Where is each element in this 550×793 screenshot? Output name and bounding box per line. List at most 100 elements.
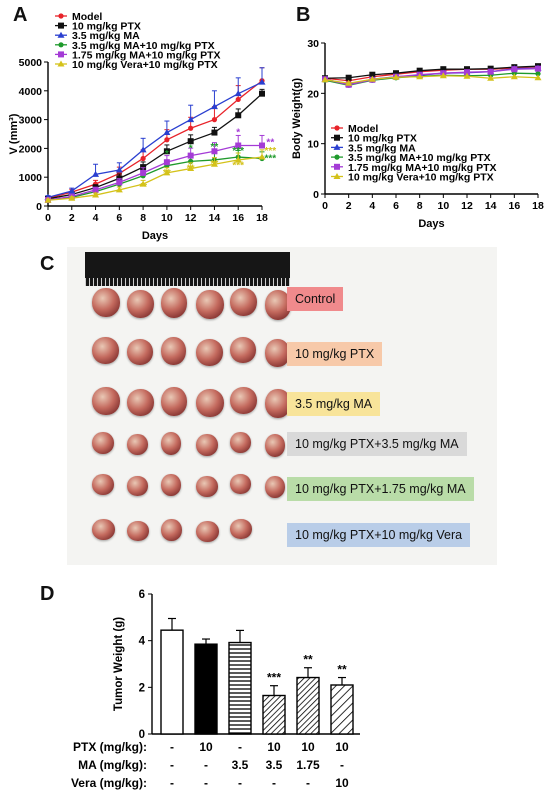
legend-marker	[57, 31, 65, 38]
x-tick-label: 0	[45, 212, 51, 224]
treatment-row-label: PTX (mg/kg):	[73, 740, 147, 754]
data-point	[535, 65, 541, 72]
treatment-cell: 1.75	[296, 758, 320, 772]
x-axis-label: Days	[142, 230, 168, 242]
y-tick-label: 4	[139, 636, 146, 648]
treatment-cell: -	[238, 776, 242, 790]
group-label: 10 mg/kg PTX+1.75 mg/kg MA	[287, 477, 474, 501]
data-point	[345, 79, 353, 86]
data-point	[393, 70, 399, 77]
tumor-specimen	[264, 434, 285, 457]
data-point	[235, 142, 242, 149]
y-tick-label: 4000	[19, 86, 43, 98]
tumor-specimen	[230, 432, 251, 453]
data-point	[487, 74, 495, 81]
significance-mark: **	[211, 159, 219, 170]
group-label: 3.5 mg/kg MA	[287, 392, 381, 416]
data-point	[115, 166, 123, 173]
tumor-specimen	[92, 288, 120, 317]
data-point	[535, 71, 541, 77]
legend-label: Model	[348, 123, 378, 135]
legend-label: 3.5 mg/kg MA	[72, 30, 140, 42]
y-tick-label: 1000	[19, 172, 43, 184]
series-line	[47, 144, 262, 201]
significance-mark: **	[211, 142, 219, 153]
significance-mark: **	[303, 653, 313, 667]
significance-mark: ***	[232, 146, 244, 157]
treatment-cell: -	[204, 776, 208, 790]
significance-mark: ***	[232, 161, 244, 172]
legend-marker	[58, 51, 64, 58]
y-tick-label: 20	[307, 88, 319, 100]
tumor-specimen	[92, 387, 120, 415]
significance-mark: *	[236, 127, 240, 138]
treatment-row-label: Vera (mg/kg):	[71, 776, 147, 790]
data-point	[234, 156, 242, 163]
legend-marker	[58, 22, 64, 29]
legend-label: 1.75 mg/kg MA+10 mg/kg PTX	[348, 162, 497, 174]
treatment-cell: 10	[335, 776, 349, 790]
x-tick-label: 8	[417, 200, 423, 212]
legend-label: 3.5 mg/kg MA+10 mg/kg PTX	[348, 152, 491, 164]
tumor-specimen	[126, 434, 148, 455]
series-line	[47, 80, 263, 199]
legend-marker	[334, 163, 340, 170]
treatment-row-label: MA (mg/kg):	[78, 758, 147, 772]
tumor-specimen	[92, 474, 114, 495]
tumor-specimen	[264, 389, 291, 418]
data-point	[487, 68, 494, 75]
series-line	[47, 156, 263, 201]
x-tick-label: 10	[437, 200, 449, 212]
significance-mark: **	[163, 168, 171, 179]
treatment-cell: 10	[301, 740, 315, 754]
data-point	[187, 165, 195, 172]
treatment-cell: -	[170, 776, 174, 790]
tumor-specimen	[195, 389, 224, 417]
y-tick-label: 0	[139, 729, 145, 741]
series-line	[324, 65, 539, 79]
legend-label: 3.5 mg/kg MA	[348, 142, 416, 154]
x-tick-label: 16	[232, 212, 244, 224]
x-tick-label: 8	[140, 212, 146, 224]
legend-label: 10 mg/kg Vera+10 mg/kg PTX	[72, 59, 218, 71]
tumor-specimen	[195, 290, 224, 319]
tumor-specimen	[230, 387, 257, 414]
data-point	[210, 103, 218, 110]
treatment-cell: 3.5	[266, 758, 283, 772]
tumor-specimen	[161, 474, 181, 496]
bar	[330, 684, 354, 735]
y-axis-label: Body Weight(g)	[291, 78, 303, 159]
series-line	[47, 81, 263, 198]
data-point	[140, 169, 147, 176]
data-point	[345, 74, 352, 81]
data-point	[259, 90, 265, 97]
series-line	[324, 75, 539, 84]
data-point	[510, 73, 518, 80]
x-tick-label: 18	[256, 212, 268, 224]
tumor-specimen	[230, 288, 257, 316]
panel-b-letter: B	[296, 4, 311, 26]
tumor-volume-chart: 0 2 4 6 8 10 12 14 16 18 0 1000 2000 3000 4000 5000 Days…	[8, 11, 276, 242]
tumor-specimen	[126, 389, 154, 416]
significance-mark: ***	[267, 671, 281, 685]
tumor-specimen	[126, 339, 153, 365]
data-point	[258, 78, 266, 85]
x-tick-label: 10	[161, 212, 173, 224]
legend-marker	[57, 60, 65, 67]
body-weight-chart: 0 2 4 6 8 10 12 14 16 18 0 10 20 30 Days Body Weight(g)…	[291, 38, 544, 230]
data-point	[164, 137, 170, 143]
bar	[228, 641, 252, 735]
data-point	[140, 155, 146, 162]
data-point	[116, 179, 123, 186]
legend-label: 10 mg/kg PTX	[72, 21, 141, 33]
bar	[296, 676, 320, 735]
data-point	[211, 129, 218, 136]
significance-mark: ***	[264, 146, 276, 157]
treatment-cell: 10	[199, 740, 213, 754]
x-axis-label: Days	[418, 218, 444, 230]
data-point	[440, 66, 447, 73]
data-point	[187, 152, 194, 159]
panel-c-letter: C	[40, 253, 55, 275]
data-point	[163, 169, 171, 176]
group-label: Control	[287, 287, 344, 311]
